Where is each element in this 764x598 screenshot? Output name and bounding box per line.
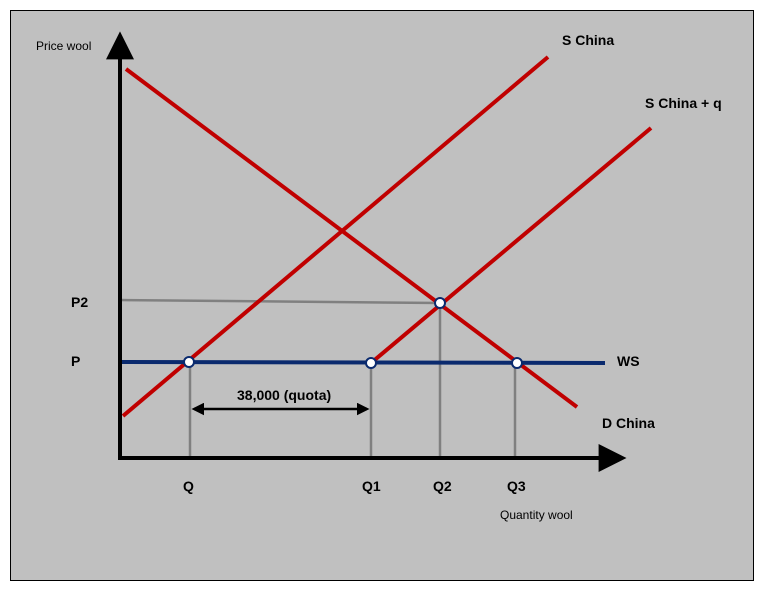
d-china-line xyxy=(124,67,579,409)
y-axis-label: Price wool xyxy=(36,39,91,53)
q2-label: Q2 xyxy=(433,478,452,494)
point-q1 xyxy=(365,357,377,369)
x-axis-label: Quantity wool xyxy=(500,508,573,522)
q-label: Q xyxy=(183,478,194,494)
ws-label: WS xyxy=(617,353,640,369)
d-china-label: D China xyxy=(602,415,655,431)
p2-guide-line xyxy=(119,298,441,305)
s-china-label: S China xyxy=(562,32,614,48)
quota-label: 38,000 (quota) xyxy=(237,387,331,403)
q3-label: Q3 xyxy=(507,478,526,494)
s-china-q-label: S China + q xyxy=(645,95,722,111)
p2-label: P2 xyxy=(71,294,88,310)
q1-label: Q1 xyxy=(362,478,381,494)
point-q2 xyxy=(434,297,446,309)
s-china-q-line xyxy=(369,126,653,365)
point-q xyxy=(183,356,195,368)
p-label: P xyxy=(71,353,80,369)
ws-line xyxy=(119,360,606,365)
point-q3 xyxy=(511,357,523,369)
diagram-frame xyxy=(10,10,754,581)
s-china-line xyxy=(121,55,550,418)
